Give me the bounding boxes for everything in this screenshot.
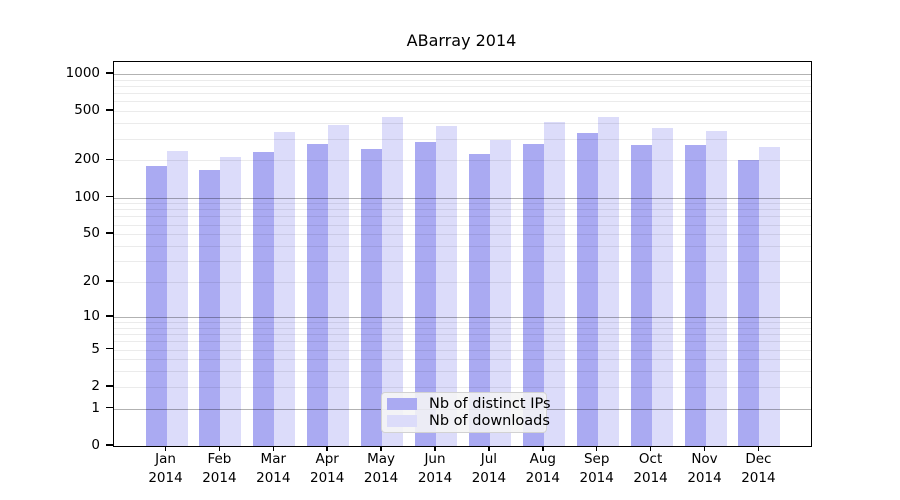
x-tick-mark-oct	[649, 446, 652, 451]
x-tick-mark-dec	[757, 446, 760, 451]
x-tick-label-oct: Oct 2014	[633, 451, 668, 486]
x-tick-label-nov: Nov 2014	[687, 451, 722, 486]
y-tick-mark-20	[106, 280, 113, 282]
y-tick-label-2: 2	[91, 377, 100, 394]
legend-item-distinct-ips: Nb of distinct IPs	[382, 396, 551, 412]
y-tick-label-50: 50	[82, 225, 100, 242]
legend-label-distinct-ips: Nb of distinct IPs	[429, 395, 551, 412]
x-tick-label-apr: Apr 2014	[310, 451, 345, 486]
x-tick-mark-jan	[164, 446, 167, 451]
legend-label-downloads: Nb of downloads	[429, 413, 550, 430]
y-tick-label-0: 0	[91, 437, 100, 453]
y-tick-mark-2	[106, 385, 113, 387]
x-tick-label-jun: Jun 2014	[417, 451, 453, 486]
y-tick-mark-200	[106, 158, 113, 161]
legend: Nb of distinct IPs Nb of downloads	[381, 392, 551, 433]
bar-feb-downloads	[220, 157, 242, 446]
x-tick-label-dec: Dec 2014	[741, 451, 776, 486]
x-tick-label-jul: Jul 2014	[471, 451, 507, 486]
bar-nov-distinct-ips	[684, 144, 706, 446]
bar-aug-downloads	[543, 121, 565, 446]
bar-aug-distinct-ips	[522, 144, 544, 446]
bar-jul-distinct-ips	[468, 154, 490, 446]
bar-mar-downloads	[274, 132, 296, 446]
bar-jun-downloads	[436, 125, 457, 446]
bar-sep-distinct-ips	[576, 133, 598, 446]
bar-jun-distinct-ips	[415, 142, 436, 446]
x-tick-mark-nov	[703, 446, 706, 451]
y-tick-label-500: 500	[74, 102, 100, 119]
x-tick-mark-aug	[542, 446, 544, 451]
bar-mar-distinct-ips	[253, 151, 275, 446]
bar-jul-downloads	[489, 140, 511, 446]
y-tick-mark-50	[106, 232, 113, 235]
bar-jan-distinct-ips	[145, 166, 167, 446]
bar-nov-downloads	[705, 131, 727, 446]
y-tick-mark-500	[106, 109, 113, 112]
plot-area	[113, 61, 812, 447]
y-tick-label-20: 20	[82, 273, 100, 290]
y-tick-label-5: 5	[91, 340, 100, 357]
bar-oct-distinct-ips	[630, 145, 652, 446]
chart-title: ABarray 2014	[406, 31, 517, 50]
x-tick-label-sep: Sep 2014	[579, 451, 614, 486]
bar-jan-downloads	[166, 151, 188, 446]
x-tick-label-mar: Mar 2014	[256, 451, 291, 486]
y-tick-mark-0	[106, 444, 113, 446]
bars-layer	[114, 62, 811, 446]
legend-swatch-downloads	[387, 415, 417, 428]
x-tick-label-may: May 2014	[363, 451, 399, 486]
y-tick-label-10: 10	[82, 307, 100, 324]
y-tick-mark-10	[106, 315, 113, 317]
x-tick-label-aug: Aug 2014	[525, 451, 560, 486]
bar-apr-distinct-ips	[307, 143, 329, 446]
bar-may-downloads	[382, 116, 404, 446]
bar-sep-downloads	[597, 117, 619, 446]
legend-swatch-distinct-ips	[387, 397, 417, 410]
x-tick-mark-jun	[434, 446, 436, 451]
legend-item-downloads: Nb of downloads	[382, 413, 550, 429]
y-tick-label-1: 1	[91, 399, 100, 416]
x-tick-mark-mar	[272, 446, 275, 451]
y-tick-mark-100	[106, 195, 113, 198]
y-tick-mark-5	[106, 347, 113, 350]
y-tick-label-200: 200	[74, 151, 100, 168]
bar-may-distinct-ips	[361, 149, 383, 446]
bar-apr-downloads	[328, 124, 350, 446]
x-tick-label-jan: Jan 2014	[148, 451, 183, 486]
x-tick-mark-apr	[326, 446, 328, 451]
y-tick-label-1000: 1000	[65, 65, 100, 81]
x-tick-mark-feb	[218, 446, 221, 451]
bar-oct-downloads	[651, 127, 673, 446]
x-tick-mark-jul	[488, 446, 490, 451]
bar-dec-distinct-ips	[738, 159, 760, 446]
x-tick-mark-may	[380, 446, 382, 451]
bar-feb-distinct-ips	[199, 170, 221, 446]
y-tick-mark-1000	[106, 72, 113, 74]
y-tick-label-100: 100	[74, 188, 100, 205]
x-tick-label-feb: Feb 2014	[202, 451, 237, 486]
x-tick-mark-sep	[595, 446, 598, 451]
y-tick-mark-1	[106, 406, 113, 409]
bar-dec-downloads	[759, 146, 781, 446]
